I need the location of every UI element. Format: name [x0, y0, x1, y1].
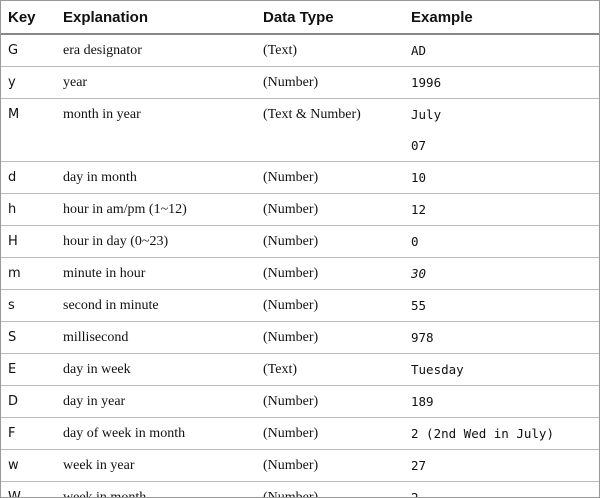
table-cell: H: [1, 225, 63, 258]
table-cell: W: [8, 490, 21, 498]
table-row: h hour in am/pm (1~12) (Number) 12: [1, 193, 599, 226]
table-cell: week in month: [63, 490, 147, 498]
table-cell: 1996: [411, 66, 599, 99]
table-cell: second in minute: [63, 289, 263, 322]
table-cell: d: [1, 161, 63, 194]
table-cell: (Number): [263, 257, 411, 290]
table-cell: 2 (2nd Wed in July): [411, 417, 599, 450]
table-cell: E: [1, 353, 63, 386]
table-cell: (Number): [263, 321, 411, 354]
table-cell: hour in day (0~23): [63, 225, 263, 258]
table-cell: year: [63, 66, 263, 99]
table-cell: y: [1, 66, 63, 99]
table-cell: s: [1, 289, 63, 322]
table-cell: week in year: [63, 449, 263, 482]
table-cell: Tuesday: [411, 353, 599, 386]
table-row: d day in month (Number) 10: [1, 161, 599, 194]
cell-line: July: [411, 107, 442, 122]
table-cell: 12: [411, 193, 599, 226]
table-cell: 27: [411, 449, 599, 482]
table-cell: (Number): [263, 417, 411, 450]
table-cell: 2: [411, 490, 419, 498]
header-row: Key Explanation Data Type Example: [1, 1, 599, 35]
column-header: Key: [1, 1, 63, 35]
table-cell: 10: [411, 161, 599, 194]
table-cell: 30: [411, 257, 599, 290]
table-cell: (Number): [263, 161, 411, 194]
table-cell: day in year: [63, 385, 263, 418]
table-cell: 978: [411, 321, 599, 354]
table-cell: D: [1, 385, 63, 418]
table-cell: 0: [411, 225, 599, 258]
table-cell: 55: [411, 289, 599, 322]
column-header: Data Type: [263, 1, 411, 35]
table-cell: millisecond: [63, 321, 263, 354]
table-cell: (Number): [263, 225, 411, 258]
table-cell: F: [1, 417, 63, 450]
table-cell: m: [1, 257, 63, 290]
table-cell: hour in am/pm (1~12): [63, 193, 263, 226]
table-row: m minute in hour (Number) 30: [1, 257, 599, 290]
table-cell: 189: [411, 385, 599, 418]
column-header: Example: [411, 1, 599, 35]
table-cell: (Text & Number): [263, 98, 411, 162]
table-row: s second in minute (Number) 55: [1, 289, 599, 322]
cell-line: 07: [411, 138, 427, 153]
table-cell: month in year: [63, 98, 263, 162]
column-header: Explanation: [63, 1, 263, 35]
table-cell: (Number): [263, 66, 411, 99]
table-cell: (Number): [263, 289, 411, 322]
table-cell: G: [1, 34, 63, 67]
table-cell: (Number): [263, 193, 411, 226]
table-cell: (Text): [263, 34, 411, 67]
table-cell: h: [1, 193, 63, 226]
table-cell: (Text): [263, 353, 411, 386]
table-cell: S: [1, 321, 63, 354]
table-row: y year (Number) 1996: [1, 66, 599, 99]
table-cell: day of week in month: [63, 417, 263, 450]
table-cell: day in week: [63, 353, 263, 386]
table-cell: (Number): [263, 449, 411, 482]
table-cell: (Number): [263, 385, 411, 418]
table-cell: w: [1, 449, 63, 482]
table-cell: M: [1, 98, 63, 162]
table-cell: era designator: [63, 34, 263, 67]
table-cell: day in month: [63, 161, 263, 194]
table-cell: (Number): [263, 490, 319, 498]
table-cell: minute in hour: [63, 257, 263, 290]
table-cell: July 07: [411, 98, 599, 162]
table-cell: AD: [411, 34, 599, 67]
table-row: w week in year (Number) 27: [1, 449, 599, 482]
